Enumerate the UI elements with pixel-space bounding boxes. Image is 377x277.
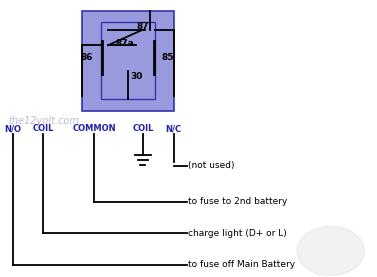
Text: charge light (D+ or L): charge light (D+ or L) xyxy=(188,229,287,238)
Text: COIL: COIL xyxy=(132,124,153,134)
Text: to fuse off Main Battery: to fuse off Main Battery xyxy=(188,260,296,269)
Text: the12volt.com: the12volt.com xyxy=(9,116,80,126)
Circle shape xyxy=(297,226,365,276)
Text: N/C: N/C xyxy=(166,124,182,134)
Text: (not used): (not used) xyxy=(188,161,235,170)
Text: COIL: COIL xyxy=(33,124,54,134)
Text: 86: 86 xyxy=(80,53,93,62)
Text: 87a: 87a xyxy=(115,39,134,48)
Text: N/O: N/O xyxy=(4,124,21,134)
Text: to fuse to 2nd battery: to fuse to 2nd battery xyxy=(188,197,288,206)
Text: COMMON: COMMON xyxy=(72,124,116,134)
Text: 87: 87 xyxy=(136,22,149,30)
Text: 30: 30 xyxy=(130,72,143,81)
Bar xyxy=(101,22,155,99)
Bar xyxy=(82,11,173,111)
Text: 85: 85 xyxy=(161,53,174,62)
